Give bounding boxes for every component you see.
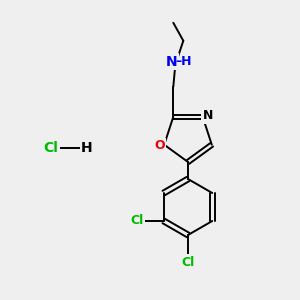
Text: N: N (166, 55, 177, 69)
Text: –H: –H (175, 55, 192, 68)
Text: Cl: Cl (130, 214, 143, 227)
Text: H: H (81, 141, 93, 155)
Text: Cl: Cl (44, 141, 59, 155)
Text: N: N (202, 109, 213, 122)
Text: Cl: Cl (182, 256, 195, 268)
Text: O: O (154, 139, 164, 152)
